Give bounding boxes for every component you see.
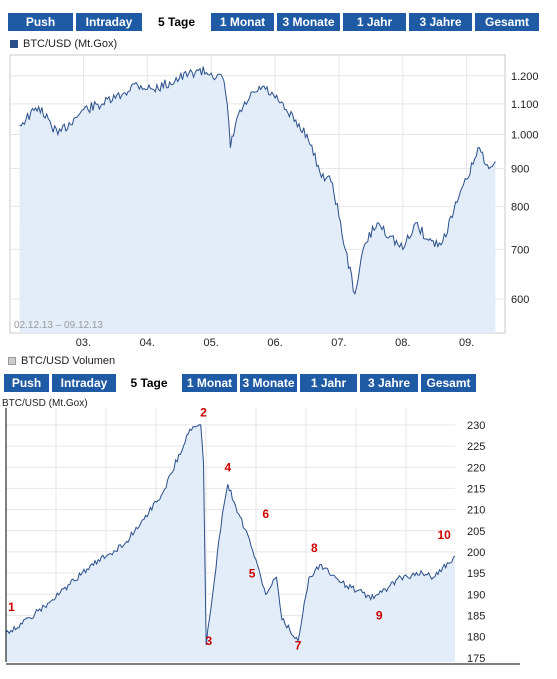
tab-bar-top: Push Intraday 5 Tage 1 Monat 3 Monate 1 … [8,13,542,31]
price-chart: 600 700 800 900 1.000 1.100 1.200 03. 04. 05. 06. 0… [9,54,539,349]
y-tick-label: 700 [511,244,529,256]
tab-intraday[interactable]: Intraday [76,13,142,31]
tab-1-jahr[interactable]: 1 Jahr [343,13,406,31]
y-tick-label: 1.000 [511,130,539,142]
tab-1-monat[interactable]: 1 Monat [211,13,274,31]
y-tick-label: 210 [467,505,485,517]
y-tick-label: 600 [511,294,529,306]
tab-5-tage-2[interactable]: 5 Tage [119,374,179,392]
tab-5-tage[interactable]: 5 Tage [145,13,208,31]
annotation-label: 10 [438,528,452,542]
y-tick-label: 175 [467,653,485,665]
y-tick-label: 215 [467,483,485,495]
tab-bar-bottom: Push Intraday 5 Tage 1 Monat 3 Monate 1 … [4,374,479,392]
price-area [19,66,496,333]
annotation-label: 1 [8,600,15,614]
annotation-label: 7 [295,638,302,652]
price-line [19,66,496,295]
y-tick-label: 900 [511,163,529,175]
annotation-label: 5 [249,566,256,580]
y-tick-label: 230 [467,420,485,432]
x-tick-label: 06. [267,337,282,349]
zoom-area [6,424,455,662]
y-tick-label: 1.100 [511,99,539,111]
tab-1-jahr-2[interactable]: 1 Jahr [300,374,357,392]
x-tick-label: 04. [140,337,155,349]
y-tick-label: 185 [467,610,485,622]
tab-push[interactable]: Push [8,13,73,31]
y-tick-label: 220 [467,462,485,474]
y-tick-label: 800 [511,201,529,213]
y-tick-label: 225 [467,441,485,453]
annotation-label: 8 [311,541,318,555]
x-tick-label: 03. [76,337,91,349]
annotation-label: 6 [262,507,269,521]
tab-gesamt-2[interactable]: Gesamt [421,374,476,392]
tab-3-jahre[interactable]: 3 Jahre [409,13,472,31]
x-tick-label: 07. [331,337,346,349]
legend-top-label: BTC/USD (Mt.Gox) [23,38,118,50]
tab-3-monate[interactable]: 3 Monate [277,13,340,31]
zoom-chart: BTC/USD (Mt.Gox)175180185190195200205210… [2,398,520,665]
date-range: 02.12.13 – 09.12.13 [14,320,103,331]
annotation-label: 2 [200,405,207,419]
tab-push-2[interactable]: Push [4,374,49,392]
zoom-line [5,424,456,646]
y-tick-label: 190 [467,589,485,601]
y-tick-label: 205 [467,526,485,538]
x-tick-label: 08. [395,337,410,349]
annotation-label: 9 [376,609,383,623]
tab-3-jahre-2[interactable]: 3 Jahre [360,374,418,392]
legend-volume-label: BTC/USD Volumen [21,355,116,367]
y-tick-label: 195 [467,568,485,580]
tab-3-monate-2[interactable]: 3 Monate [240,374,297,392]
legend-top: BTC/USD (Mt.Gox) [10,38,117,50]
annotation-label: 3 [206,634,213,648]
tab-intraday-2[interactable]: Intraday [52,374,116,392]
legend-swatch [10,40,18,48]
tab-1-monat-2[interactable]: 1 Monat [182,374,237,392]
legend-volume: BTC/USD Volumen [8,355,115,367]
y-tick-label: 180 [467,632,485,644]
legend-swatch-volume [8,357,16,365]
y-tick-label: 1.200 [511,71,539,83]
zoom-series-label: BTC/USD (Mt.Gox) [2,398,88,409]
x-tick-label: 09. [459,337,474,349]
annotation-label: 4 [224,461,231,475]
tab-gesamt[interactable]: Gesamt [475,13,539,31]
x-tick-label: 05. [204,337,219,349]
y-tick-label: 200 [467,547,485,559]
